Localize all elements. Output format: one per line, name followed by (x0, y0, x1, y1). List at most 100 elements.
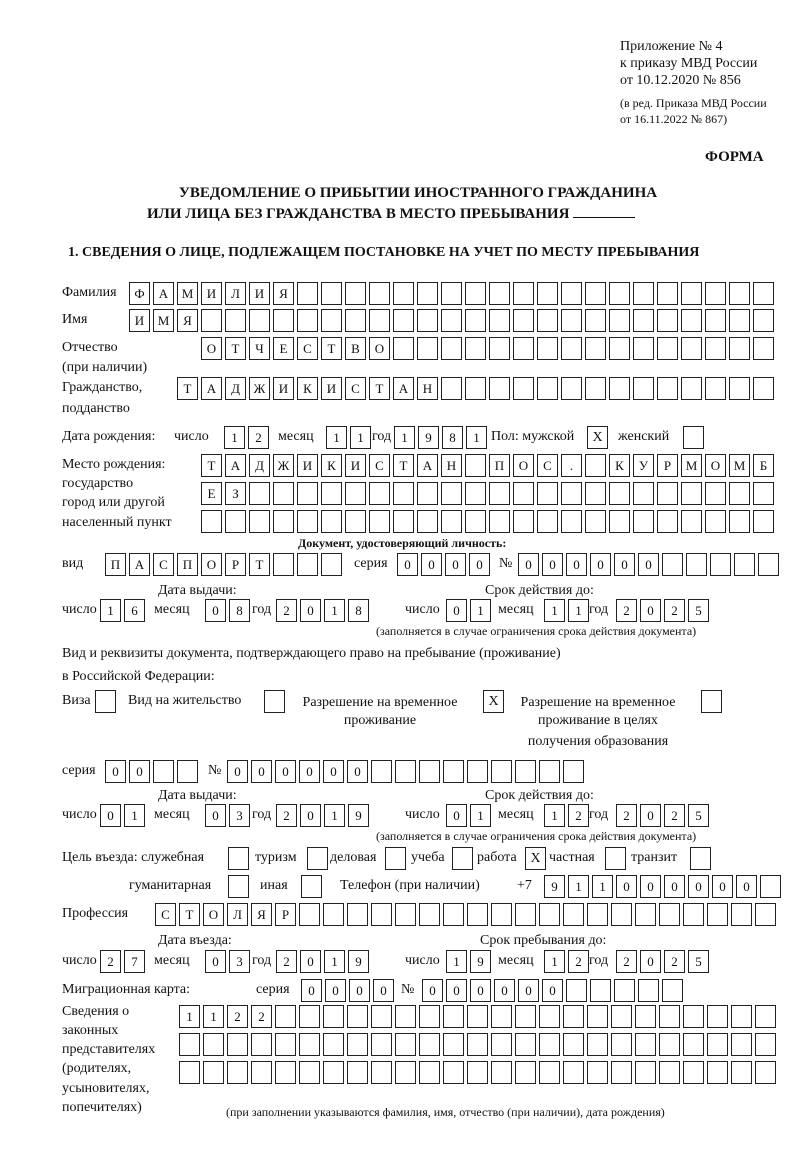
char-cell[interactable] (467, 760, 488, 783)
char-cell[interactable] (563, 1061, 584, 1084)
char-cell[interactable] (441, 309, 462, 332)
char-cell[interactable]: И (345, 454, 366, 477)
char-cell[interactable] (539, 760, 560, 783)
char-cell[interactable] (657, 309, 678, 332)
char-cell[interactable]: 1 (100, 599, 121, 622)
char-cell[interactable] (417, 337, 438, 360)
char-cell[interactable] (657, 337, 678, 360)
char-cell[interactable] (755, 1033, 776, 1056)
char-cell[interactable] (369, 309, 390, 332)
char-cell[interactable] (609, 282, 630, 305)
char-cell[interactable] (393, 337, 414, 360)
char-cell[interactable]: С (155, 903, 176, 926)
char-cell[interactable] (753, 482, 774, 505)
char-cell[interactable] (587, 1005, 608, 1028)
char-cell[interactable] (323, 1061, 344, 1084)
char-cell[interactable]: Б (753, 454, 774, 477)
char-cell[interactable] (590, 979, 611, 1002)
char-cell[interactable] (323, 903, 344, 926)
char-cell[interactable] (443, 760, 464, 783)
char-cell[interactable]: 2 (664, 950, 685, 973)
title-blank[interactable] (573, 217, 636, 218)
char-cell[interactable] (467, 903, 488, 926)
char-cell[interactable]: 0 (542, 979, 563, 1002)
residence-permit-checkbox[interactable] (264, 690, 285, 713)
char-cell[interactable] (489, 282, 510, 305)
char-cell[interactable] (710, 553, 731, 576)
char-cell[interactable] (443, 1061, 464, 1084)
char-cell[interactable]: 0 (446, 979, 467, 1002)
char-cell[interactable]: 0 (640, 875, 661, 898)
char-cell[interactable]: 1 (466, 426, 487, 449)
char-cell[interactable]: А (225, 454, 246, 477)
char-cell[interactable] (489, 510, 510, 533)
char-cell[interactable] (321, 553, 342, 576)
char-cell[interactable]: 1 (544, 950, 565, 973)
char-cell[interactable] (299, 1033, 320, 1056)
char-cell[interactable] (662, 979, 683, 1002)
char-cell[interactable] (729, 282, 750, 305)
char-cell[interactable]: 0 (566, 553, 587, 576)
char-cell[interactable]: 1 (326, 426, 347, 449)
char-cell[interactable] (657, 510, 678, 533)
char-cell[interactable]: . (561, 454, 582, 477)
char-cell[interactable]: Т (249, 553, 270, 576)
char-cell[interactable]: А (417, 454, 438, 477)
char-cell[interactable] (659, 1033, 680, 1056)
char-cell[interactable]: 2 (227, 1005, 248, 1028)
char-cell[interactable] (755, 1005, 776, 1028)
char-cell[interactable] (686, 553, 707, 576)
char-cell[interactable] (659, 903, 680, 926)
char-cell[interactable] (729, 482, 750, 505)
char-cell[interactable] (563, 903, 584, 926)
char-cell[interactable] (561, 282, 582, 305)
char-cell[interactable] (659, 1061, 680, 1084)
char-cell[interactable]: 0 (640, 950, 661, 973)
char-cell[interactable]: О (513, 454, 534, 477)
char-cell[interactable]: 0 (518, 979, 539, 1002)
char-cell[interactable]: А (129, 553, 150, 576)
char-cell[interactable] (395, 1061, 416, 1084)
char-cell[interactable]: 1 (124, 804, 145, 827)
char-cell[interactable] (513, 282, 534, 305)
char-cell[interactable] (275, 1005, 296, 1028)
char-cell[interactable] (273, 553, 294, 576)
char-cell[interactable] (657, 482, 678, 505)
char-cell[interactable] (153, 760, 174, 783)
purpose-other-checkbox[interactable] (301, 875, 322, 898)
char-cell[interactable] (635, 903, 656, 926)
char-cell[interactable] (201, 309, 222, 332)
char-cell[interactable] (467, 1033, 488, 1056)
char-cell[interactable] (369, 482, 390, 505)
char-cell[interactable]: Д (249, 454, 270, 477)
sex-female-checkbox[interactable] (683, 426, 704, 449)
char-cell[interactable]: 0 (640, 599, 661, 622)
char-cell[interactable] (419, 1061, 440, 1084)
char-cell[interactable] (203, 1061, 224, 1084)
char-cell[interactable] (371, 1033, 392, 1056)
char-cell[interactable]: 0 (397, 553, 418, 576)
char-cell[interactable] (753, 377, 774, 400)
char-cell[interactable] (249, 482, 270, 505)
char-cell[interactable]: 0 (470, 979, 491, 1002)
char-cell[interactable] (297, 482, 318, 505)
char-cell[interactable] (657, 377, 678, 400)
purpose-business-checkbox[interactable] (385, 847, 406, 870)
char-cell[interactable] (393, 482, 414, 505)
char-cell[interactable] (465, 510, 486, 533)
char-cell[interactable] (705, 282, 726, 305)
char-cell[interactable]: П (177, 553, 198, 576)
char-cell[interactable] (249, 309, 270, 332)
char-cell[interactable] (225, 309, 246, 332)
char-cell[interactable]: 1 (470, 599, 491, 622)
char-cell[interactable]: К (297, 377, 318, 400)
char-cell[interactable]: 0 (640, 804, 661, 827)
char-cell[interactable] (513, 482, 534, 505)
char-cell[interactable] (275, 1033, 296, 1056)
char-cell[interactable] (633, 377, 654, 400)
char-cell[interactable] (563, 760, 584, 783)
